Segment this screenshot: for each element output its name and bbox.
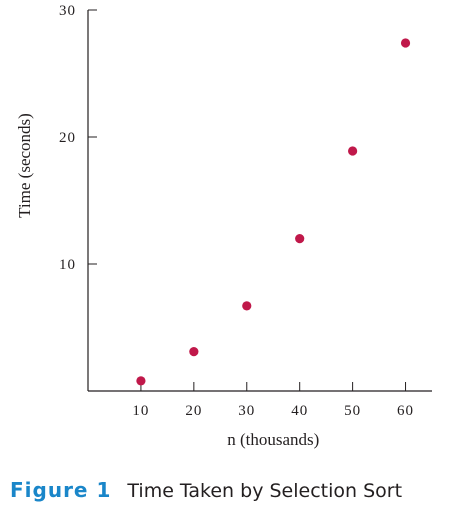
x-tick-label: 30 xyxy=(238,403,255,419)
x-tick-label: 60 xyxy=(397,403,414,419)
y-tick-label: 30 xyxy=(59,3,76,19)
data-point xyxy=(400,38,411,48)
y-tick-label: 10 xyxy=(59,257,76,273)
x-tick-label: 50 xyxy=(344,403,361,419)
figure-caption: Figure 1 Time Taken by Selection Sort xyxy=(10,478,450,508)
data-point xyxy=(295,234,305,244)
x-tick-label: 40 xyxy=(291,403,308,419)
x-axis-title: n (thousands) xyxy=(227,430,319,449)
y-axis-title: Time (seconds) xyxy=(15,113,34,218)
data-point xyxy=(242,301,252,311)
y-tick-label: 20 xyxy=(59,130,76,146)
x-tick-label: 20 xyxy=(185,403,202,419)
x-axis-ticks: 10 20 30 40 50 60 xyxy=(132,382,414,419)
data-point xyxy=(189,347,199,357)
data-point xyxy=(348,146,358,156)
figure-title: Time Taken by Selection Sort xyxy=(127,480,403,502)
data-points xyxy=(136,38,411,386)
figure-label: Figure 1 xyxy=(10,478,112,502)
y-axis-ticks: 10 20 30 xyxy=(59,3,97,273)
scatter-chart: 10 20 30 10 20 30 40 50 60 Time (seconds) n (th… xyxy=(15,3,432,449)
data-point xyxy=(136,376,146,386)
x-tick-label: 10 xyxy=(132,403,149,419)
